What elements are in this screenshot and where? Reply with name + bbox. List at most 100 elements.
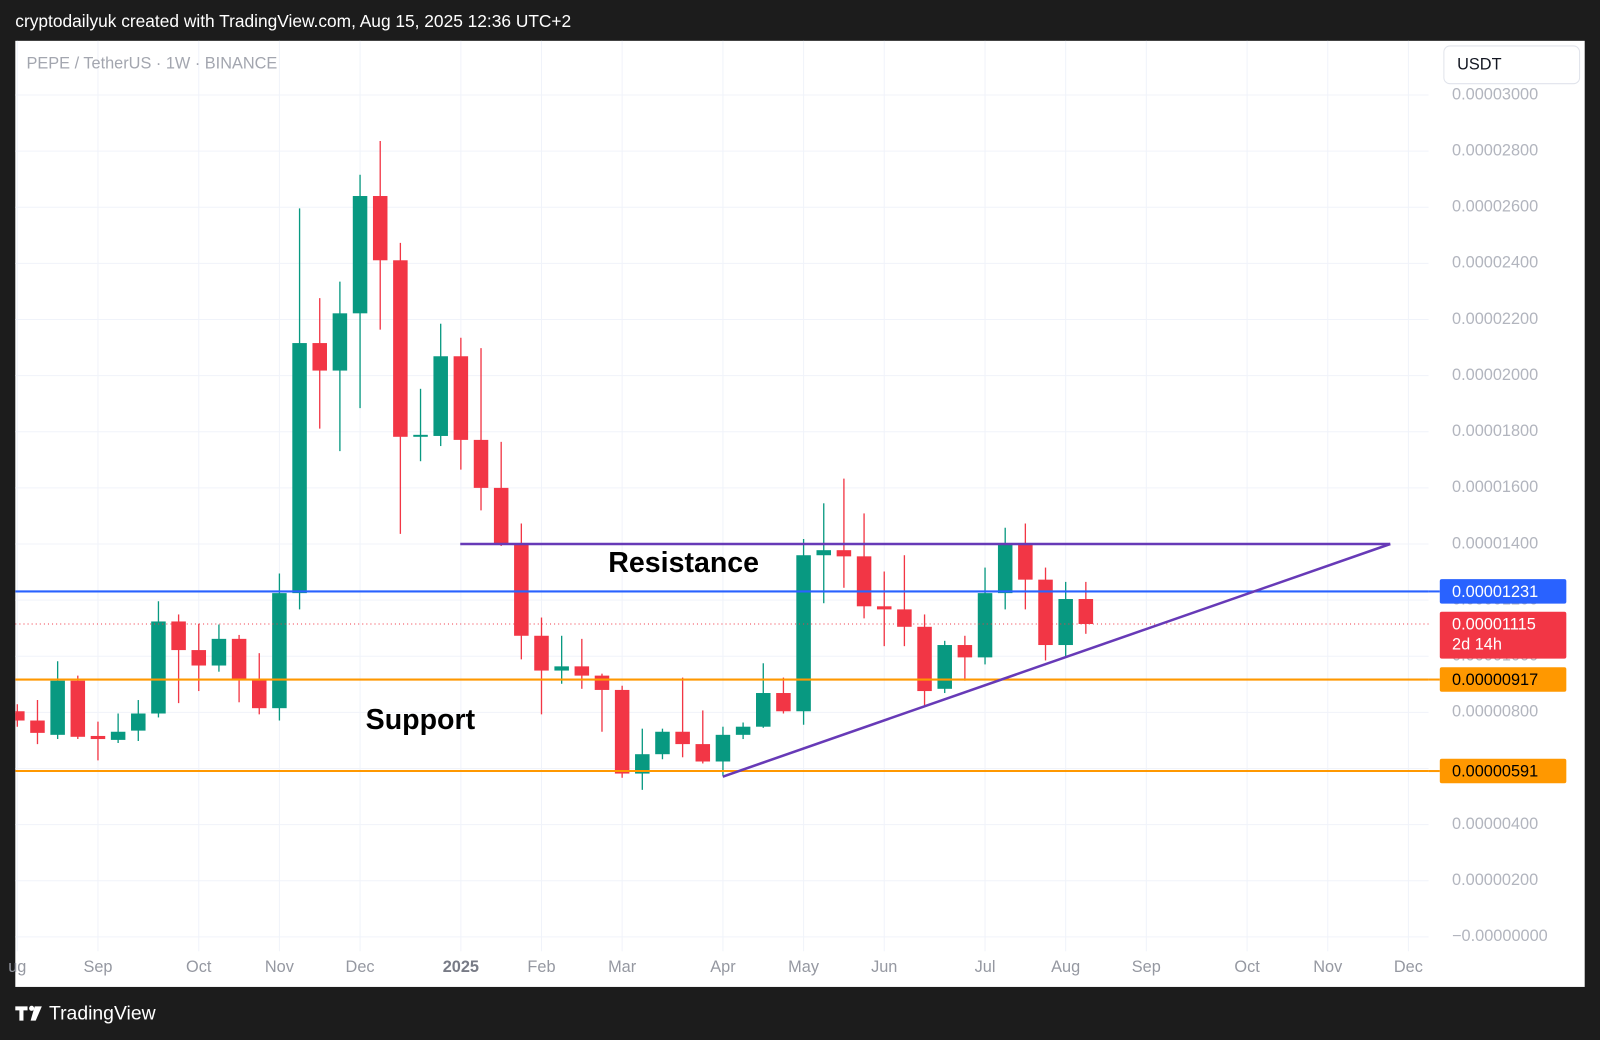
chart-panel (15, 40, 1585, 987)
candle-body (554, 666, 569, 671)
candle-body (151, 621, 166, 714)
candle-body (191, 650, 207, 666)
price-label: 0.00001231 (1452, 583, 1538, 601)
candle-body (393, 260, 408, 437)
candle-body (957, 645, 973, 658)
annotation: Resistance (608, 547, 759, 579)
candle-body (715, 734, 731, 762)
last-price-box (1439, 611, 1567, 659)
price-label-box (1439, 667, 1567, 692)
candle-body (30, 720, 45, 733)
candle-body (1018, 544, 1033, 580)
candle-body (231, 638, 247, 680)
candle-body (594, 675, 610, 690)
grid (15, 40, 1429, 952)
candle-body (90, 735, 106, 740)
y-tick-label: 0.00002200 (1452, 310, 1538, 328)
brand-name: TradingView (49, 1003, 157, 1025)
x-tick-label: ug (8, 958, 26, 976)
annotation: Support (366, 704, 476, 736)
candle-body (776, 693, 791, 712)
price-label-box (1439, 579, 1567, 604)
y-tick-label: 0.00003000 (1452, 85, 1538, 103)
x-tick-label: Dec (1394, 958, 1423, 976)
x-tick-label: Sep (83, 958, 112, 976)
candle-body (614, 689, 630, 774)
last-price-label: 0.00001115 (1452, 615, 1536, 633)
candle-body (574, 666, 590, 676)
brand-logo (15, 1005, 42, 1021)
candle-body (372, 196, 388, 261)
price-label-box (1439, 758, 1567, 784)
y-tick-label: 0.00001800 (1452, 422, 1538, 440)
x-tick-label: Apr (710, 958, 736, 976)
x-tick-label: Sep (1132, 958, 1161, 976)
y-tick-label: 0.00002800 (1452, 141, 1538, 159)
candle-body (110, 731, 126, 740)
candle-body (917, 626, 932, 692)
candle-body (15, 711, 25, 721)
candle-body (251, 679, 267, 709)
x-tick-label: Oct (186, 958, 212, 976)
y-tick-label: 0.00000800 (1452, 703, 1538, 721)
trend-line (722, 542, 1391, 778)
candle-body (1058, 599, 1073, 646)
y-tick-label: 0.00002400 (1452, 254, 1538, 272)
plot-area (15, 141, 1429, 790)
x-tick-label: Jul (975, 958, 996, 976)
price-label: 0.00000591 (1452, 762, 1538, 780)
candle-body (131, 713, 146, 731)
countdown-label: 2d 14h (1452, 636, 1502, 654)
currency-button[interactable] (1443, 45, 1581, 85)
candle-body (977, 593, 993, 658)
header: cryptodailyuk created with TradingView.c… (15, 11, 571, 31)
candle-body (997, 544, 1013, 594)
x-tick-label: Oct (1234, 958, 1260, 976)
y-tick-label: 0.00002000 (1452, 366, 1538, 384)
candle-body (50, 680, 65, 735)
candle-body (493, 487, 509, 545)
y-tick-label: 0.00002600 (1452, 198, 1538, 216)
candle-body (70, 680, 86, 737)
candle-body (675, 731, 690, 745)
x-tick-label: Aug (1051, 958, 1080, 976)
x-tick-label: May (788, 958, 820, 976)
candle-body (514, 544, 529, 636)
y-tick-label: 0.00000400 (1452, 815, 1538, 833)
candle-body (433, 356, 448, 436)
symbol-info: PEPE / TetherUS · 1W · BINANCE (27, 55, 278, 73)
x-tick-label: Jun (871, 958, 897, 976)
candle-body (332, 313, 348, 371)
x-tick-label: 2025 (443, 958, 479, 976)
x-tick-label: Dec (346, 958, 375, 976)
y-tick-label: 0.00001400 (1452, 534, 1538, 552)
x-tick-label: Nov (265, 958, 295, 976)
candle-body (534, 635, 549, 671)
y-tick-label: 0.00000200 (1452, 871, 1538, 889)
candle-body (211, 638, 227, 666)
candle-body (816, 550, 832, 556)
candle-body (876, 606, 892, 610)
candle-body (856, 556, 872, 607)
currency-label[interactable]: USDT (1457, 56, 1501, 74)
candle-body (756, 693, 771, 727)
x-tick-label: Feb (527, 958, 555, 976)
candle-body (1038, 579, 1053, 646)
candle-body (1078, 599, 1094, 624)
candle-body (897, 609, 912, 627)
candle-body (735, 726, 751, 735)
x-tick-label: Nov (1313, 958, 1343, 976)
candle-body (171, 621, 186, 651)
candle-body (312, 343, 327, 371)
y-tick-label: −0.00000000 (1452, 927, 1548, 945)
candle-body (836, 550, 852, 557)
price-label: 0.00000917 (1452, 671, 1538, 689)
candle-body (695, 744, 711, 762)
candle-body (352, 196, 368, 314)
candle-body (655, 731, 670, 755)
candle-body (453, 356, 469, 440)
candle-body (473, 439, 489, 488)
candle-body (292, 343, 307, 594)
